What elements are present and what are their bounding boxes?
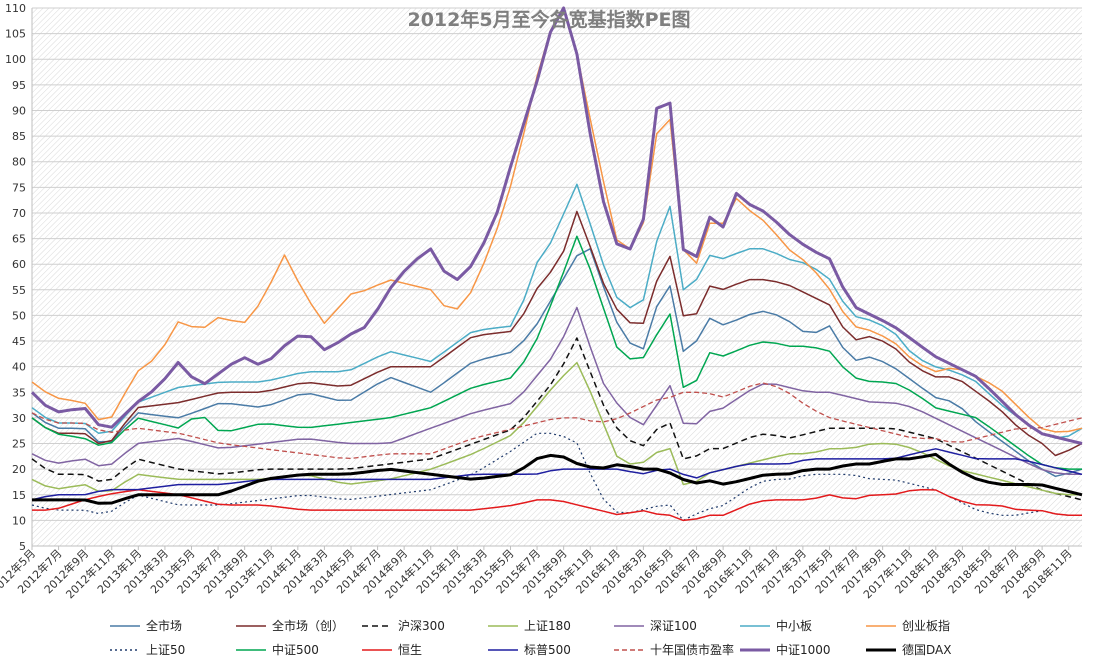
legend-label: 上证50: [146, 643, 186, 657]
legend-item: 沪深300: [362, 617, 445, 634]
legend-item: 中证500: [236, 641, 319, 658]
y-tick-label: 30: [12, 412, 26, 425]
y-tick-label: 65: [12, 233, 26, 246]
y-axis: 5 10 15 20 25 30 35 40 45 50 55 60 65 70 75 80 85 90 95 100…: [5, 2, 26, 553]
legend-row: 全市场 全市场（创） 沪深300 上证180 深证100 中小板 创业板指: [0, 617, 1098, 637]
legend-label: 全市场（创）: [272, 619, 345, 633]
legend-swatch: [614, 624, 644, 627]
legend-item: 深证100: [614, 617, 697, 634]
legend-row: 上证50 中证500 恒生 标普500 十年国债市盈率 中证1000 德国DAX: [0, 641, 1098, 661]
y-tick-label: 75: [12, 181, 26, 194]
series-line-2: [31, 337, 1083, 501]
y-tick-label: 60: [12, 258, 26, 271]
y-tick-label: 40: [12, 361, 26, 374]
series-line-9: [32, 488, 1082, 522]
legend-item: 创业板指: [866, 617, 950, 634]
legend-swatch: [110, 648, 140, 651]
legend-label: 全市场: [146, 619, 183, 633]
legend-swatch: [236, 624, 266, 627]
y-tick-label: 70: [12, 207, 26, 220]
plot-area-background: [32, 8, 1082, 546]
y-tick-label: 25: [12, 438, 26, 451]
y-tick-label: 50: [12, 309, 26, 322]
x-axis: 2012年5月2012年7月2012年9月2012年11月2013年1月2013…: [0, 546, 1075, 601]
legend-swatch: [740, 624, 770, 627]
series-line-3: [31, 361, 1082, 496]
y-tick-label: 15: [12, 489, 26, 502]
legend-label: 中证1000: [776, 643, 831, 657]
legend-swatch: [488, 648, 518, 651]
legend-label: 创业板指: [902, 619, 951, 633]
series-line-12: [30, 6, 1083, 445]
y-tick-label: 20: [12, 463, 26, 476]
legend-label: 德国DAX: [902, 643, 952, 657]
legend-swatch: [236, 648, 266, 651]
legend-label: 深证100: [650, 619, 697, 633]
chart-title: 2012年5月至今各宽基指数PE图: [407, 8, 690, 31]
legend-swatch: [614, 648, 644, 651]
series-line-1: [31, 210, 1083, 457]
y-tick-label: 110: [5, 2, 26, 15]
legend-label: 沪深300: [398, 619, 445, 633]
y-tick-label: 5: [19, 540, 26, 553]
legend-swatch: [866, 648, 896, 651]
series-line-8: [31, 235, 1082, 470]
legend-swatch: [110, 624, 140, 627]
series-line-10: [31, 448, 1083, 501]
legend-item: 德国DAX: [866, 641, 951, 658]
y-tick-label: 90: [12, 104, 26, 117]
legend-item: 全市场: [110, 617, 182, 634]
legend-item: 全市场（创）: [236, 617, 344, 634]
legend-swatch: [740, 648, 770, 651]
y-tick-label: 80: [12, 156, 26, 169]
legend-label: 标普500: [524, 643, 571, 657]
y-tick-label: 45: [12, 335, 26, 348]
legend-label: 中证500: [272, 643, 319, 657]
legend-swatch: [488, 624, 518, 627]
y-tick-label: 100: [5, 53, 26, 66]
legend-label: 上证180: [524, 619, 571, 633]
legend-label: 十年国债市盈率: [650, 643, 735, 657]
legend-item: 中小板: [740, 617, 812, 634]
y-tick-label: 10: [12, 514, 26, 527]
legend-item: 恒生: [362, 641, 422, 658]
y-tick-label: 85: [12, 130, 26, 143]
y-tick-label: 95: [12, 79, 26, 92]
legend-swatch: [362, 624, 392, 627]
y-tick-label: 105: [5, 28, 26, 41]
series-line-13: [32, 452, 1083, 505]
series-line-4: [31, 306, 1082, 476]
legend-item: 中证1000: [740, 641, 831, 658]
series-line-7: [31, 432, 1082, 521]
y-tick-label: 35: [12, 386, 26, 399]
legend-swatch: [362, 648, 392, 651]
gridlines: [31, 7, 1082, 547]
legend-item: 上证180: [488, 617, 571, 634]
legend-swatch: [866, 624, 896, 627]
legend-item: 上证50: [110, 641, 185, 658]
legend-item: 标普500: [488, 641, 571, 658]
legend-label: 中小板: [776, 619, 813, 633]
series-lines: [30, 6, 1083, 522]
legend-label: 恒生: [398, 643, 423, 657]
y-tick-label: 55: [12, 284, 26, 297]
legend-item: 十年国债市盈率: [614, 641, 734, 658]
series-line-11: [31, 382, 1083, 460]
